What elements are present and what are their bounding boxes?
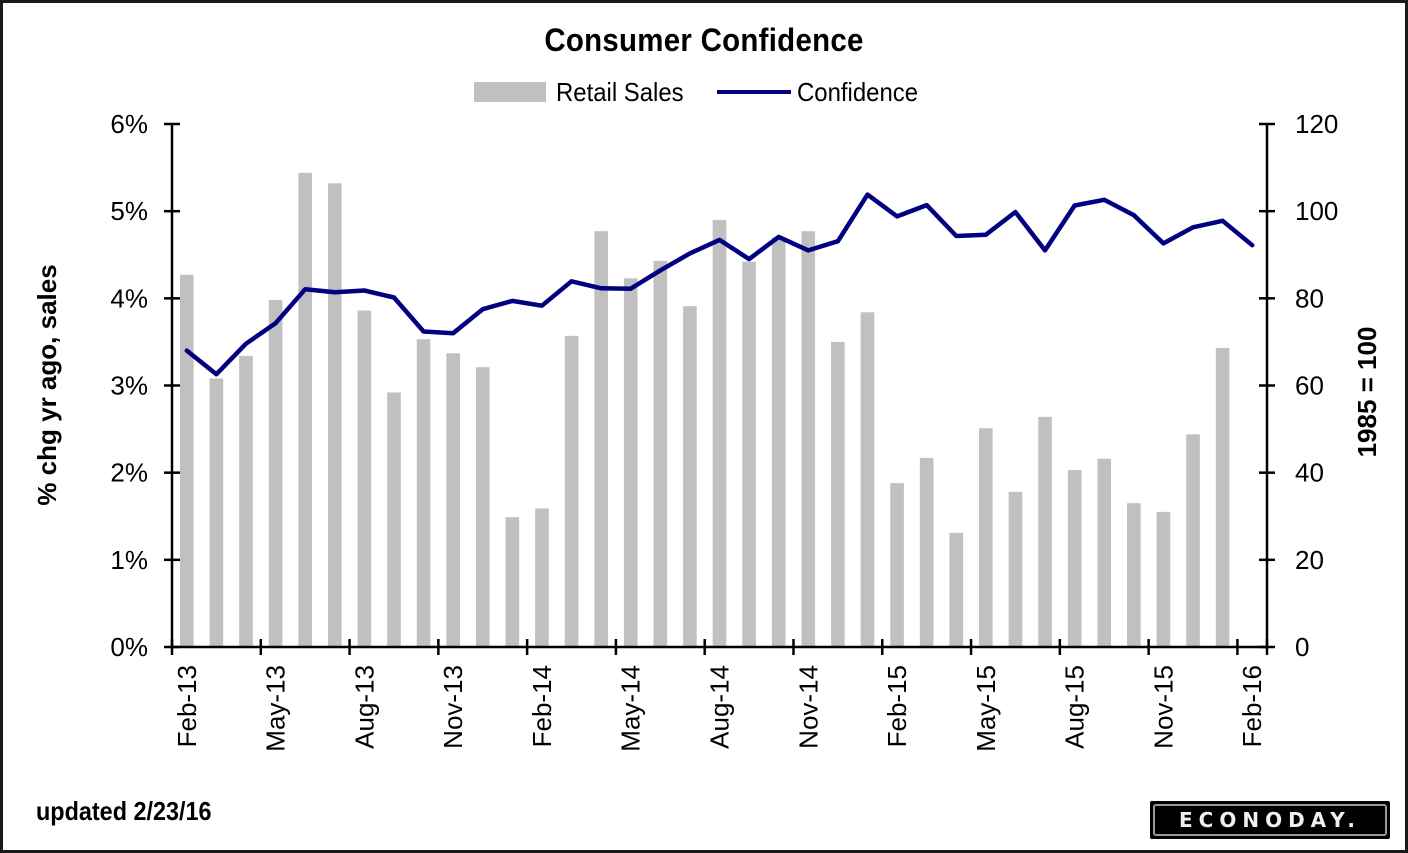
retail-sales-bar [1097, 458, 1112, 647]
retail-sales-bar [1008, 491, 1023, 647]
retail-sales-bar [327, 183, 342, 648]
y-tick-label-right: 60 [1295, 371, 1324, 401]
y-tick-label-left: 2% [110, 458, 148, 488]
x-tick-label: Feb-15 [882, 665, 912, 747]
retail-sales-bar [475, 367, 490, 647]
y-tick-label-left: 4% [110, 283, 148, 313]
x-tick-label: Feb-13 [172, 665, 202, 747]
retail-sales-bar [1186, 434, 1200, 647]
y-tick-label-right: 80 [1295, 283, 1324, 313]
x-tick-label: May-14 [616, 665, 646, 752]
x-tick-label: Feb-14 [527, 665, 557, 747]
legend-label-retail-sales: Retail Sales [556, 76, 684, 107]
retail-sales-bar [1156, 511, 1171, 647]
retail-sales-bar [890, 483, 904, 647]
y-axis-label-left: % chg yr ago, sales [32, 264, 62, 505]
retail-sales-bars [179, 172, 1230, 648]
retail-sales-bar [505, 517, 520, 647]
x-tick-label: Aug-14 [705, 665, 735, 749]
retail-sales-bar [416, 339, 431, 647]
y-tick-label-right: 0 [1295, 632, 1309, 662]
retail-sales-bar [594, 231, 608, 647]
x-tick-label: Nov-14 [793, 665, 823, 749]
x-tick-label: Aug-13 [349, 665, 379, 749]
y-tick-label-left: 1% [110, 545, 148, 575]
chart-legend: Retail Sales Confidence [474, 74, 928, 110]
retail-sales-bar [239, 355, 253, 647]
retail-sales-bar [771, 237, 786, 648]
axes: 0% 1% 2% 3% 4% 5% 6% 0 20 40 60 80 100 120 Feb-13 May-1… [110, 109, 1338, 752]
logo-text: ECONODAY. [1153, 804, 1387, 836]
x-tick-label: Aug-15 [1060, 665, 1090, 749]
x-tick-label: May-13 [261, 665, 291, 752]
retail-sales-bar [712, 219, 727, 647]
retail-sales-bar [1215, 348, 1230, 647]
y-tick-label-left: 3% [110, 371, 148, 401]
retail-sales-bar [179, 274, 194, 647]
retail-sales-bar [387, 392, 401, 647]
y-tick-label-left: 5% [110, 196, 148, 226]
retail-sales-bar [446, 353, 460, 647]
retail-sales-bar [209, 378, 224, 647]
updated-date: updated 2/23/16 [36, 796, 212, 826]
retail-sales-bar [742, 261, 756, 647]
y-tick-label-left: 6% [110, 109, 148, 139]
y-tick-label-left: 0% [110, 632, 148, 662]
retail-sales-bar [357, 310, 372, 647]
retail-sales-bar [564, 335, 579, 647]
legend-label-confidence: Confidence [796, 76, 918, 107]
retail-sales-bar [653, 260, 668, 647]
retail-sales-bar [831, 341, 845, 647]
chart-title: Consumer Confidence [544, 22, 864, 58]
retail-sales-bar [535, 508, 549, 647]
retail-sales-bar [268, 300, 283, 647]
y-axis-label-right: 1985 = 100 [1352, 327, 1382, 458]
retail-sales-bar [1038, 416, 1052, 647]
econoday-logo: ECONODAY. [1150, 801, 1390, 839]
x-tick-label: May-15 [971, 665, 1001, 752]
y-tick-label-right: 120 [1295, 109, 1338, 139]
legend-swatch-confidence [716, 90, 791, 94]
x-tick-label: Feb-16 [1237, 665, 1267, 747]
retail-sales-bar [298, 172, 312, 647]
y-tick-label-right: 40 [1295, 458, 1324, 488]
retail-sales-bar [949, 532, 964, 647]
retail-sales-bar [860, 312, 875, 647]
confidence-line-layer [184, 192, 1255, 377]
y-tick-label-right: 20 [1295, 545, 1324, 575]
y-tick-label-right: 100 [1295, 196, 1338, 226]
x-tick-label: Nov-13 [438, 665, 468, 749]
retail-sales-bar [683, 306, 697, 647]
retail-sales-bar [919, 457, 934, 647]
retail-sales-bar [1067, 470, 1082, 647]
x-tick-label: Nov-15 [1148, 665, 1178, 749]
retail-sales-bar [801, 231, 816, 647]
legend-swatch-retail-sales [474, 82, 546, 102]
retail-sales-bar [623, 278, 638, 647]
retail-sales-bar [1127, 503, 1141, 647]
retail-sales-bar [979, 428, 993, 647]
